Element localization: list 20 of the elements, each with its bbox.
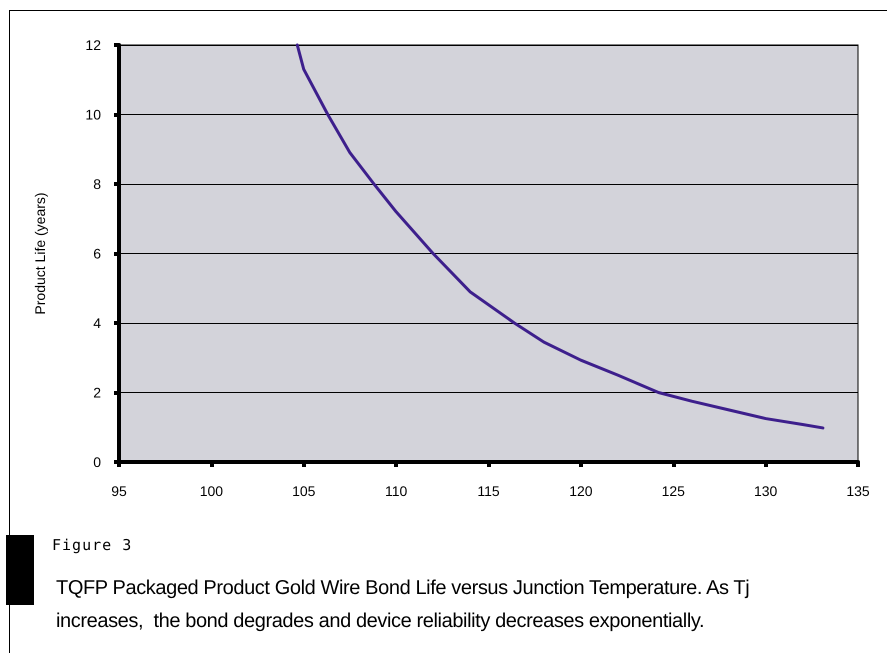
- y-tick-label: 8: [93, 176, 102, 192]
- text: TQFP Packaged Product Gold Wire Bond Life versus Junction Temperature. As Tj increases, the bond degrades and device reliability decreases exponentially.: [56, 576, 750, 634]
- x-tick-label: 100: [200, 483, 224, 499]
- x-tick-label: 115: [477, 483, 500, 499]
- x-tick-label: 135: [846, 483, 870, 499]
- line-series: [296, 44, 824, 430]
- caption: Figure 3: [52, 536, 132, 554]
- y-tick-label: 10: [85, 106, 102, 122]
- x-tick-label: 95: [111, 483, 127, 499]
- y-tick-label: 4: [93, 315, 102, 331]
- y-tick-label: 2: [93, 384, 102, 400]
- y-tick-label: 12: [85, 37, 102, 53]
- x-tick-label: 130: [754, 483, 778, 499]
- y-tick-label: 0: [93, 454, 102, 470]
- y-tick-label: 6: [93, 246, 102, 262]
- x-tick-label: 120: [569, 483, 593, 499]
- x-tick-label: 110: [384, 483, 408, 499]
- x-tick-label: 105: [292, 483, 316, 499]
- y-axis-title: Product Life (years): [32, 192, 48, 315]
- x-tick-label: 125: [662, 483, 686, 499]
